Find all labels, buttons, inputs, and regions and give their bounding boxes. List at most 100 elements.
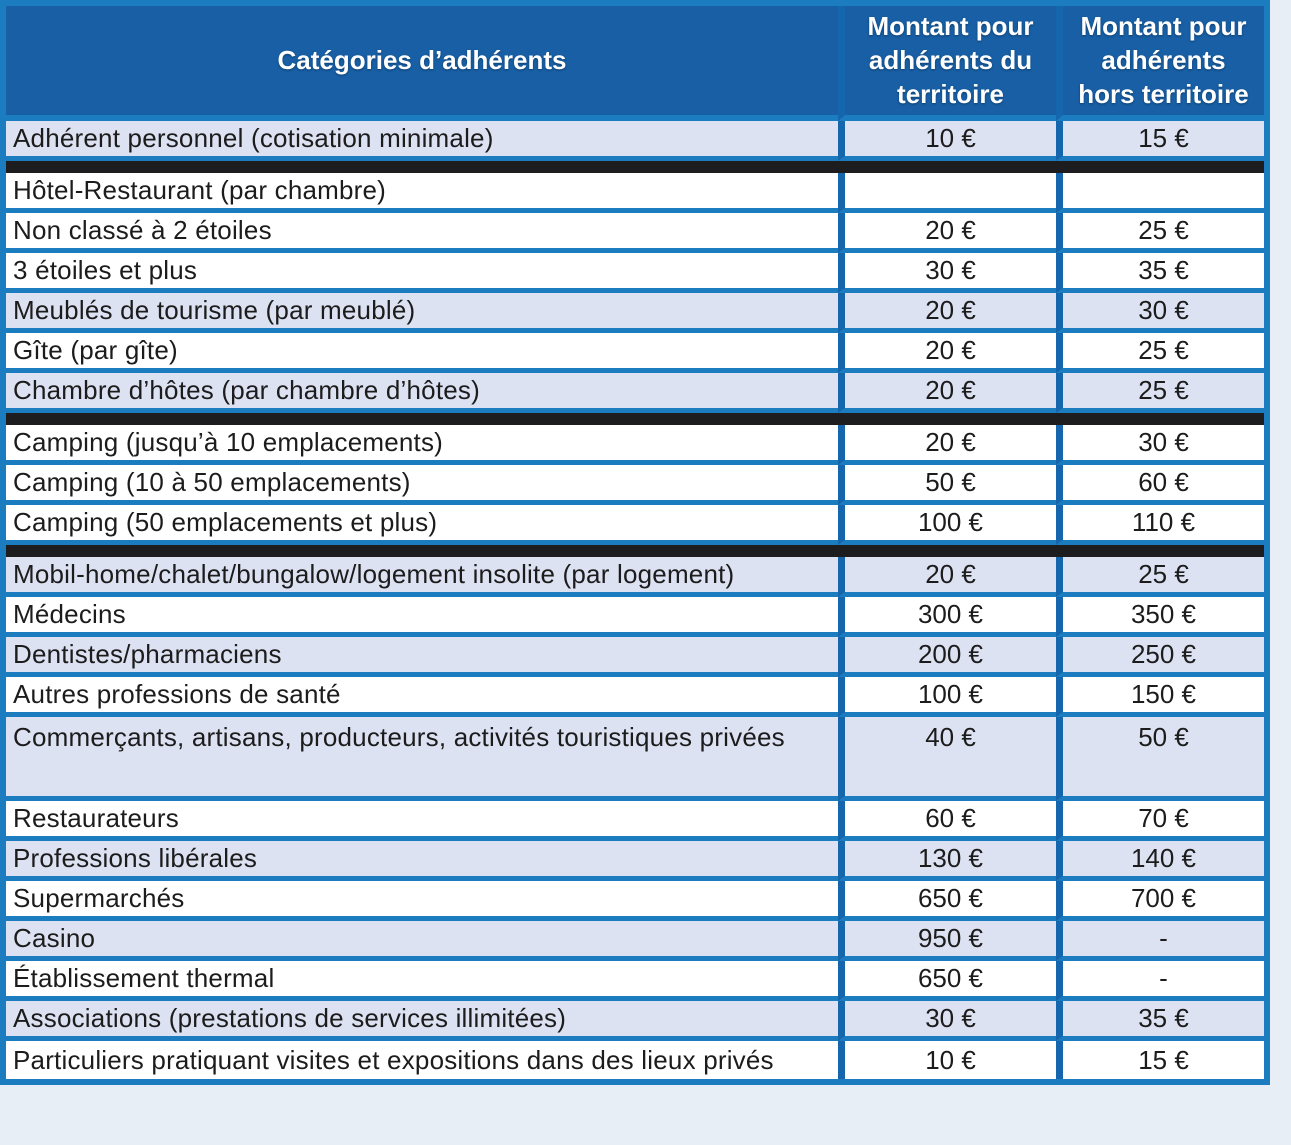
- amount-territory-cell: 30 €: [838, 253, 1056, 294]
- table-row: Restaurateurs 60 €70 €: [6, 801, 1264, 842]
- membership-fees-table: Catégories d’adhérents Montant pour adhé…: [0, 0, 1270, 1086]
- amount-territory-cell: 20 €: [838, 333, 1056, 374]
- amount-hors-territory-cell: 15 €: [1056, 121, 1264, 162]
- table-row: Camping (10 à 50 emplacements) 50 €60 €: [6, 465, 1264, 506]
- category-cell: Autres professions de santé: [6, 677, 838, 718]
- amount-hors-territory-cell: [1056, 173, 1264, 214]
- table-row: Dentistes/pharmaciens 200 €250 €: [6, 637, 1264, 678]
- amount-hors-territory-cell: 700 €: [1056, 881, 1264, 922]
- category-cell: Commerçants, artisans, producteurs, acti…: [6, 717, 838, 802]
- amount-territory-cell: 10 €: [838, 1041, 1056, 1080]
- amount-territory-cell: 60 €: [838, 801, 1056, 842]
- amount-hors-territory-cell: 140 €: [1056, 841, 1264, 882]
- category-cell: Camping (10 à 50 emplacements): [6, 465, 838, 506]
- amount-territory-cell: 20 €: [838, 425, 1056, 466]
- table-row: Établissement thermal 650 € -: [6, 961, 1264, 1002]
- amount-hors-territory-cell: 35 €: [1056, 1001, 1264, 1042]
- header-amount-territory: Montant pour adhérents du territoire: [838, 6, 1056, 122]
- header-amount-hors-territory: Montant pour adhérents hors territoire: [1056, 6, 1264, 122]
- category-cell: Associations (prestations de services il…: [6, 1001, 838, 1042]
- amount-territory-cell: 130 €: [838, 841, 1056, 882]
- category-cell: Hôtel-Restaurant (par chambre): [6, 173, 838, 214]
- header-categories: Catégories d’adhérents: [6, 6, 838, 122]
- amount-territory-cell: [838, 173, 1056, 214]
- amount-territory-cell: 20 €: [838, 213, 1056, 254]
- table-row: Supermarchés 650 €700 €: [6, 881, 1264, 922]
- table-row: Commerçants, artisans, producteurs, acti…: [6, 717, 1264, 802]
- category-cell: Restaurateurs: [6, 801, 838, 842]
- amount-territory-cell: 20 €: [838, 373, 1056, 414]
- table-row: Adhérent personnel (cotisation minimale)…: [6, 121, 1264, 162]
- amount-territory-cell: 950 €: [838, 921, 1056, 962]
- category-cell: Dentistes/pharmaciens: [6, 637, 838, 678]
- amount-territory-cell: 20 €: [838, 557, 1056, 598]
- table-row: Gîte (par gîte) 20 €25 €: [6, 333, 1264, 374]
- amount-hors-territory-cell: 35 €: [1056, 253, 1264, 294]
- amount-hors-territory-cell: 15 €: [1056, 1041, 1264, 1080]
- amount-territory-cell: 10 €: [838, 121, 1056, 162]
- category-cell: Établissement thermal: [6, 961, 838, 1002]
- amount-hors-territory-cell: 30 €: [1056, 425, 1264, 466]
- category-cell: Particuliers pratiquant visites et expos…: [6, 1041, 838, 1080]
- amount-territory-cell: 300 €: [838, 597, 1056, 638]
- amount-hors-territory-cell: 60 €: [1056, 465, 1264, 506]
- table-row: Autres professions de santé 100 €150 €: [6, 677, 1264, 718]
- amount-hors-territory-cell: 150 €: [1056, 677, 1264, 718]
- category-cell: Supermarchés: [6, 881, 838, 922]
- group-separator: [6, 161, 1264, 174]
- table-body: Adhérent personnel (cotisation minimale)…: [6, 121, 1264, 1080]
- amount-hors-territory-cell: 25 €: [1056, 333, 1264, 374]
- amount-hors-territory-cell: 25 €: [1056, 557, 1264, 598]
- amount-territory-cell: 650 €: [838, 881, 1056, 922]
- table-row: Camping (50 emplacements et plus) 100 €11…: [6, 505, 1264, 546]
- table-row: Particuliers pratiquant visites et expos…: [6, 1041, 1264, 1080]
- header-row: Catégories d’adhérents Montant pour adhé…: [6, 6, 1264, 122]
- amount-territory-cell: 50 €: [838, 465, 1056, 506]
- amount-hors-territory-cell: -: [1056, 921, 1264, 962]
- table-row: 3 étoiles et plus 30 €35 €: [6, 253, 1264, 294]
- category-cell: Casino: [6, 921, 838, 962]
- table-row: Casino 950 € -: [6, 921, 1264, 962]
- group-separator: [6, 413, 1264, 426]
- group-separator-band: [6, 161, 1264, 174]
- category-cell: 3 étoiles et plus: [6, 253, 838, 294]
- amount-hors-territory-cell: 70 €: [1056, 801, 1264, 842]
- table-row: Non classé à 2 étoiles 20 €25 €: [6, 213, 1264, 254]
- table-row: Camping (jusqu’à 10 emplacements) 20 €30 …: [6, 425, 1264, 466]
- table-row: Meublés de tourisme (par meublé) 20 €30 €: [6, 293, 1264, 334]
- table-row: Chambre d’hôtes (par chambre d’hôtes) 20 …: [6, 373, 1264, 414]
- amount-hors-territory-cell: -: [1056, 961, 1264, 1002]
- category-cell: Médecins: [6, 597, 838, 638]
- amount-hors-territory-cell: 50 €: [1056, 717, 1264, 802]
- category-cell: Camping (jusqu’à 10 emplacements): [6, 425, 838, 466]
- category-cell: Mobil-home/chalet/bungalow/logement inso…: [6, 557, 838, 598]
- category-cell: Camping (50 emplacements et plus): [6, 505, 838, 546]
- amount-hors-territory-cell: 250 €: [1056, 637, 1264, 678]
- category-cell: Adhérent personnel (cotisation minimale): [6, 121, 838, 162]
- amount-hors-territory-cell: 350 €: [1056, 597, 1264, 638]
- category-cell: Professions libérales: [6, 841, 838, 882]
- amount-territory-cell: 20 €: [838, 293, 1056, 334]
- table-row: Hôtel-Restaurant (par chambre): [6, 173, 1264, 214]
- amount-territory-cell: 30 €: [838, 1001, 1056, 1042]
- amount-territory-cell: 100 €: [838, 677, 1056, 718]
- category-cell: Non classé à 2 étoiles: [6, 213, 838, 254]
- table-row: Médecins 300 €350 €: [6, 597, 1264, 638]
- amount-territory-cell: 100 €: [838, 505, 1056, 546]
- amount-hors-territory-cell: 25 €: [1056, 213, 1264, 254]
- amount-territory-cell: 200 €: [838, 637, 1056, 678]
- table-row: Mobil-home/chalet/bungalow/logement inso…: [6, 557, 1264, 598]
- amount-hors-territory-cell: 25 €: [1056, 373, 1264, 414]
- table-header: Catégories d’adhérents Montant pour adhé…: [6, 6, 1264, 122]
- category-cell: Meublés de tourisme (par meublé): [6, 293, 838, 334]
- amount-hors-territory-cell: 110 €: [1056, 505, 1264, 546]
- category-cell: Gîte (par gîte): [6, 333, 838, 374]
- amount-hors-territory-cell: 30 €: [1056, 293, 1264, 334]
- category-cell: Chambre d’hôtes (par chambre d’hôtes): [6, 373, 838, 414]
- table-row: Associations (prestations de services il…: [6, 1001, 1264, 1042]
- group-separator-band: [6, 545, 1264, 558]
- amount-territory-cell: 650 €: [838, 961, 1056, 1002]
- group-separator-band: [6, 413, 1264, 426]
- amount-territory-cell: 40 €: [838, 717, 1056, 802]
